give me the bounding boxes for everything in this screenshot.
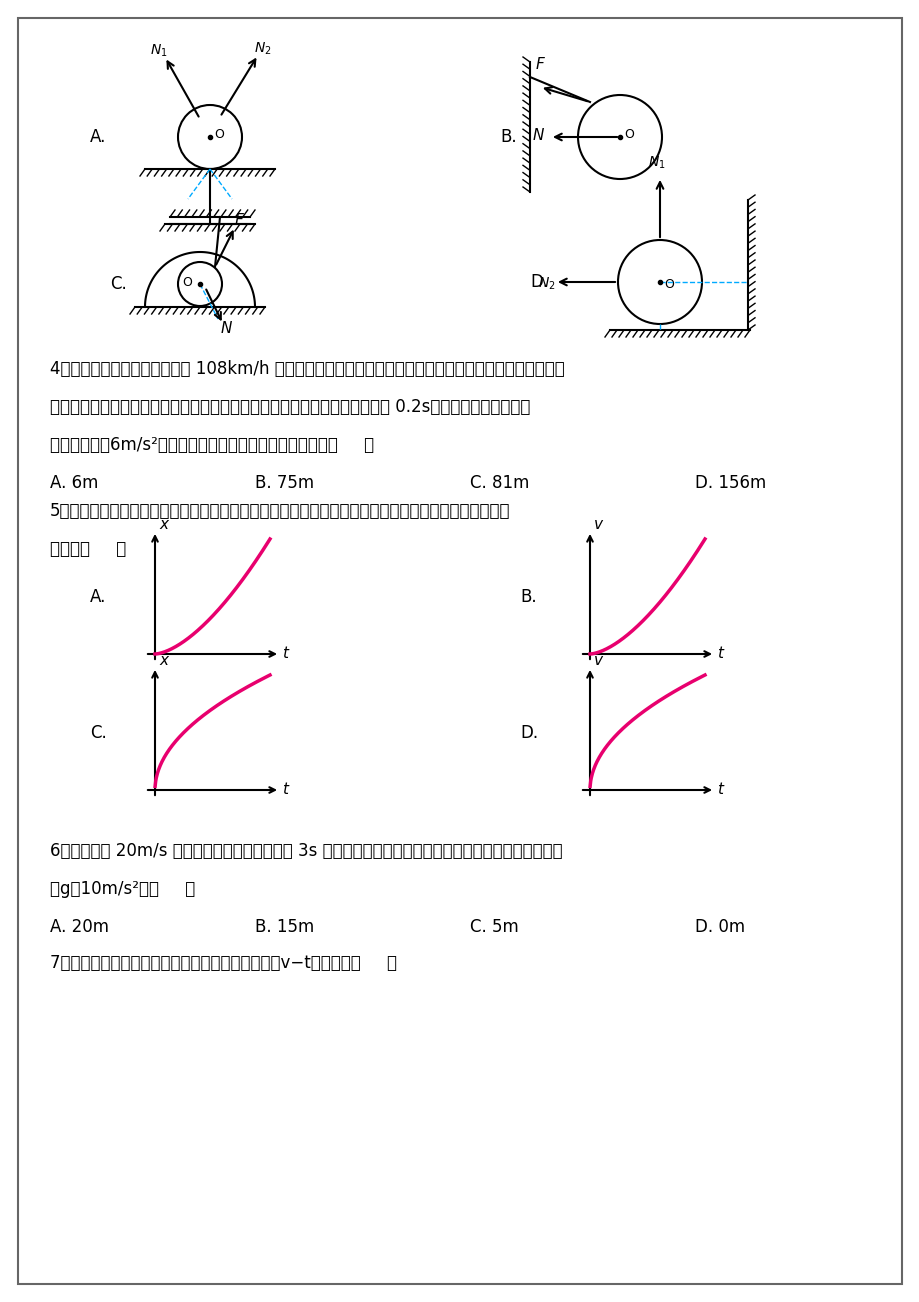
Text: 4．一小汽车在高速度公路上以 108km/h 的速度行驶时，突然发现前方发生了车祸，道路不通，该小汽车司: 4．一小汽车在高速度公路上以 108km/h 的速度行驶时，突然发现前方发生了车… [50,359,564,378]
Text: D. 0m: D. 0m [694,918,744,936]
Text: 6．一小球以 20m/s 的速度竖直向上抛出，则经 3s 后，小球距抛出点的距离为（不计空气阻力，重力加速: 6．一小球以 20m/s 的速度竖直向上抛出，则经 3s 后，小球距抛出点的距离… [50,842,562,861]
Text: D.: D. [519,724,538,742]
Text: x: x [159,517,168,533]
Text: B.: B. [519,587,536,605]
Text: v: v [594,654,602,668]
Text: t: t [282,783,288,797]
Text: D. 156m: D. 156m [694,474,766,492]
Text: O: O [664,277,673,290]
Text: A. 6m: A. 6m [50,474,98,492]
Text: $N_2$: $N_2$ [538,276,555,292]
Text: 5．一物体从静止开始做加速运动，但其加速度逐渐减小，直到加速度减为零，以下能正确描述该过程的: 5．一物体从静止开始做加速运动，但其加速度逐渐减小，直到加速度减为零，以下能正确… [50,503,510,519]
Text: A.: A. [90,587,107,605]
Text: $F$: $F$ [233,212,244,228]
Text: A. 20m: A. 20m [50,918,108,936]
Text: 度g取10m/s²）（     ）: 度g取10m/s²）（ ） [50,880,195,898]
Text: B. 15m: B. 15m [255,918,314,936]
Text: A.: A. [90,128,107,146]
Text: 图像是（     ）: 图像是（ ） [50,540,126,559]
Text: $N_1$: $N_1$ [150,43,167,60]
Text: t: t [716,783,722,797]
Text: D.: D. [529,273,548,292]
Text: $N$: $N$ [531,128,544,143]
Text: x: x [159,654,168,668]
Text: $N$: $N$ [220,320,233,336]
Text: O: O [623,129,633,142]
Text: C. 81m: C. 81m [470,474,528,492]
Text: $N_1$: $N_1$ [648,155,665,172]
Text: $F$: $F$ [535,56,545,72]
Text: 机立即刹车，最终在离车祸发生处一定距离处停下。已知该司机的反应时间是 0.2s，刹车过程中小汽车的: 机立即刹车，最终在离车祸发生处一定距离处停下。已知该司机的反应时间是 0.2s，… [50,398,529,417]
Text: B. 75m: B. 75m [255,474,313,492]
Text: t: t [716,646,722,661]
Text: t: t [282,646,288,661]
Text: $N_2$: $N_2$ [254,40,271,57]
Text: C.: C. [90,724,107,742]
Text: 加速度大小为6m/s²，则从发现车祸到车停下，车的位移是（     ）: 加速度大小为6m/s²，则从发现车祸到车停下，车的位移是（ ） [50,436,374,454]
Text: C.: C. [110,275,127,293]
Text: O: O [182,276,192,289]
Text: C. 5m: C. 5m [470,918,518,936]
Text: 7．如图所示，是某汽车在平坦公路上做直线运动的v−t图像，则（     ）: 7．如图所示，是某汽车在平坦公路上做直线运动的v−t图像，则（ ） [50,954,397,973]
Text: v: v [594,517,602,533]
Text: O: O [214,129,223,142]
Text: B.: B. [499,128,516,146]
